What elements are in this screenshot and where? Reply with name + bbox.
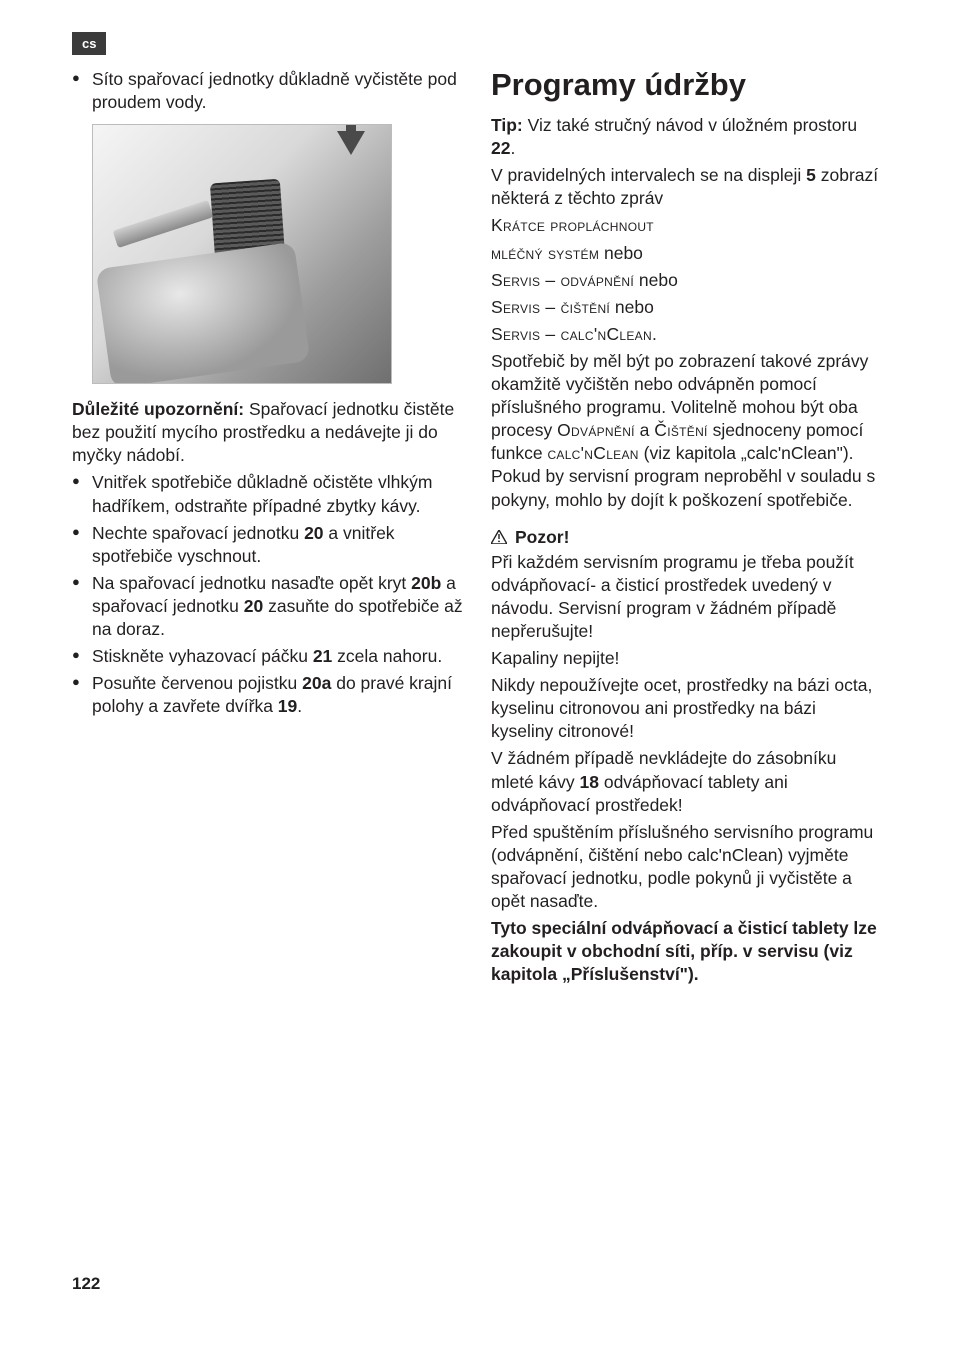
warning-p3: V žádném případě nevkládejte do zásob­ní… bbox=[491, 747, 882, 816]
section-heading: Programy údržby bbox=[491, 68, 882, 102]
left-column: Síto spařovací jednotky důkladně vyčistě… bbox=[72, 68, 463, 990]
display-messages-block: V pravidelných intervalech se na displej… bbox=[491, 164, 882, 511]
or-text: nebo bbox=[610, 297, 654, 317]
list-item: Nechte spařovací jednotku 20 a vnitřek s… bbox=[72, 522, 463, 568]
or-text: nebo bbox=[634, 270, 678, 290]
list-item: Síto spařovací jednotky důkladně vyčistě… bbox=[72, 68, 463, 114]
display-msg: mléčný systém bbox=[491, 243, 599, 263]
warning-label: Pozor! bbox=[515, 526, 569, 549]
tip-text-b: . bbox=[510, 138, 515, 158]
warning-p1b: Kapaliny nepijte! bbox=[491, 647, 882, 670]
list-item: Vnitřek spotřebiče důkladně očistěte vlh… bbox=[72, 471, 463, 517]
language-tab: cs bbox=[72, 32, 106, 55]
p3-sc3: calc'nClean bbox=[547, 443, 638, 463]
list-item: Na spařovací jednotku nasaďte opět kryt … bbox=[72, 572, 463, 641]
p3b: a bbox=[635, 420, 654, 440]
period: . bbox=[652, 324, 657, 344]
warning-triangle-icon bbox=[491, 530, 507, 544]
page-number: 122 bbox=[72, 1274, 100, 1294]
display-msg: Krátce propláchnout bbox=[491, 215, 654, 235]
before-program-paragraph: Před spuštěním příslušného servisního pr… bbox=[491, 821, 882, 913]
tip-label: Tip: bbox=[491, 115, 523, 135]
instruction-list: Vnitřek spotřebiče důkladně očistěte vlh… bbox=[72, 471, 463, 718]
list-item: Posuňte červenou pojistku 20a do pravé k… bbox=[72, 672, 463, 718]
list-item: Stiskněte vyhazovací páčku 21 zcela naho… bbox=[72, 645, 463, 668]
p2a: V pravidelných intervalech se na displej… bbox=[491, 165, 806, 185]
p3-sc1: Odvápnění bbox=[557, 420, 635, 440]
purchase-note: Tyto speciální odvápňovací a čisticí tab… bbox=[491, 917, 882, 986]
or-text: nebo bbox=[599, 243, 643, 263]
important-note: Důležité upozornění: Spařovací jednotku … bbox=[72, 398, 463, 467]
p2-ref: 5 bbox=[806, 165, 816, 185]
right-column: Programy údržby Tip: Viz také stručný ná… bbox=[491, 68, 882, 990]
display-msg: Servis – calc'nClean bbox=[491, 324, 652, 344]
p3-sc2: Čištění bbox=[654, 420, 707, 440]
tip-text-a: Viz také stručný návod v úložném prostor… bbox=[523, 115, 857, 135]
warning-p1: Při každém servisním programu je třeba p… bbox=[491, 551, 882, 643]
display-msg: Servis – čištění bbox=[491, 297, 610, 317]
warning-p2: Nikdy nepoužívejte ocet, prostředky na b… bbox=[491, 674, 882, 743]
warning-heading: Pozor! bbox=[491, 526, 882, 549]
display-msg: Servis – odvápnění bbox=[491, 270, 634, 290]
figure-brew-unit-rinse bbox=[92, 124, 463, 384]
tip-paragraph: Tip: Viz také stručný návod v úložném pr… bbox=[491, 114, 882, 160]
important-note-label: Důležité upozornění: bbox=[72, 399, 244, 419]
tip-ref: 22 bbox=[491, 138, 510, 158]
warn-p3-ref: 18 bbox=[580, 772, 599, 792]
